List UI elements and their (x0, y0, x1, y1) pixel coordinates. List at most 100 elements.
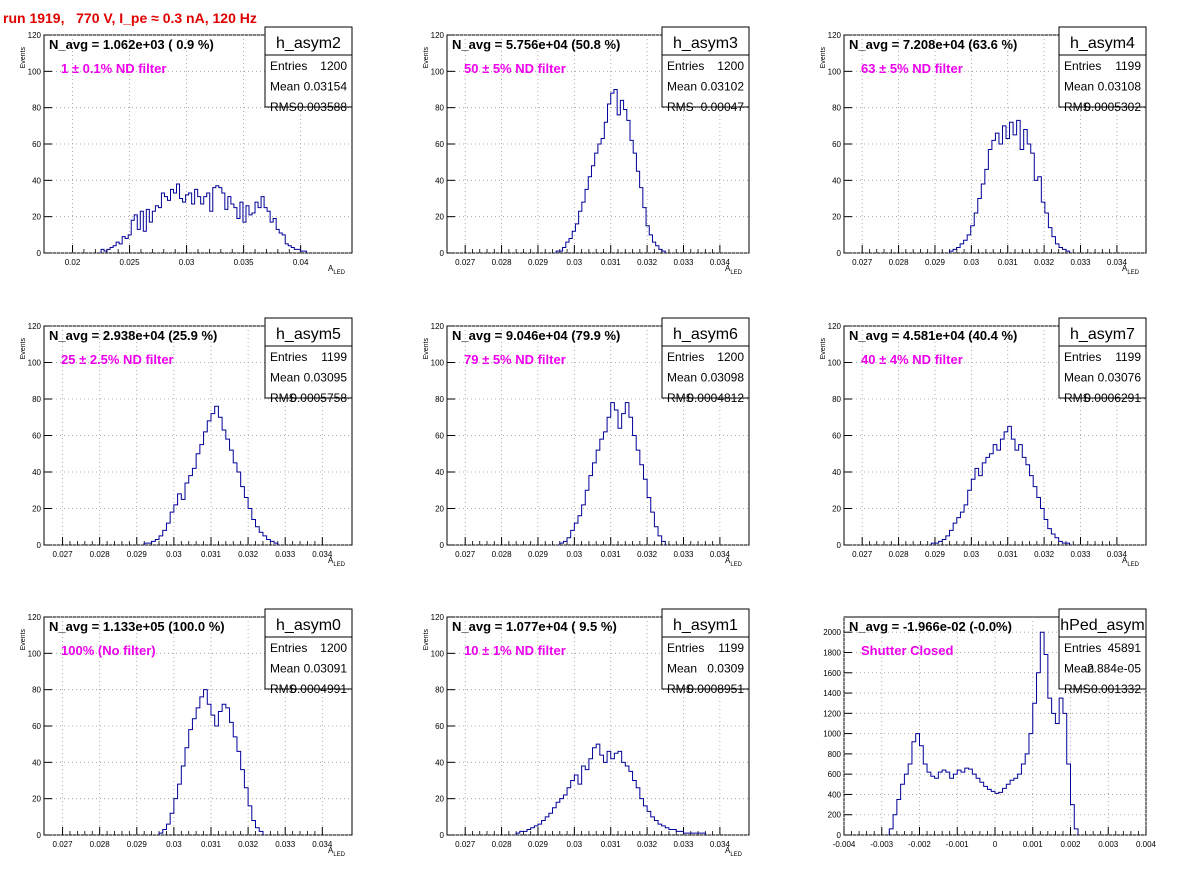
x-tick-label: 0.031 (201, 550, 222, 559)
y-tick-label: 100 (28, 649, 42, 658)
x-tick-label: 0.034 (710, 840, 731, 849)
stats-title-box (264, 608, 353, 638)
x-tick-label: 0.027 (455, 840, 476, 849)
histogram-panel-h_asym2: 0.02 0.025 0.03 0.035 0.04 0 20 40 60 80 100 120Eve… (20, 26, 353, 276)
stats-title-box (1058, 26, 1147, 56)
x-tick-label: 0.03 (964, 550, 980, 559)
y-tick-label: 40 (435, 176, 444, 185)
navg-annotation: N_avg = 7.208e+04 (63.6 %) (849, 37, 1017, 52)
x-tick-label: 0.034 (1107, 258, 1128, 267)
stats-label: Mean (667, 662, 697, 676)
x-tick-label: 0.002 (1060, 840, 1081, 849)
histogram-name: h_asym2 (276, 35, 341, 52)
histogram-panel-h_asym7: 0.027 0.028 0.029 0.03 0.031 0.032 0.033 0.034 0… (820, 317, 1147, 568)
histogram-name: h_asym1 (673, 617, 738, 634)
stats-value: 1200 (717, 350, 744, 364)
filter-annotation: 40 ± 4% ND filter (861, 352, 963, 367)
stats-box (661, 636, 750, 690)
histogram-panel-h_asym4: 0.027 0.028 0.029 0.03 0.031 0.032 0.033 0.034 0… (820, 26, 1147, 276)
stats-value: 0.03102 (701, 80, 745, 94)
y-tick-label: 20 (832, 505, 841, 514)
x-tick-label: 0.031 (601, 840, 622, 849)
stats-label: RMS (1064, 682, 1091, 696)
x-axis-label: ALED (725, 846, 743, 858)
stats-value: 0.03098 (701, 371, 745, 385)
x-tick-label: 0.001 (1023, 840, 1044, 849)
stats-title-box (264, 26, 353, 56)
x-tick-label: 0.029 (528, 258, 549, 267)
x-tick-label: 0.029 (127, 550, 148, 559)
histogram-panel-hPed_asym: -0.004 -0.003 -0.002 -0.001 0 0.001 0.002 0.003… (823, 608, 1157, 849)
y-tick-label: 120 (431, 31, 445, 40)
x-tick-label: 0.04 (293, 258, 309, 267)
stats-value: 1200 (320, 59, 347, 73)
y-tick-label: 20 (32, 505, 41, 514)
y-tick-label: 100 (28, 67, 42, 76)
stats-value: 0.0004812 (687, 391, 744, 405)
histogram-name: h_asym4 (1070, 35, 1135, 52)
x-tick-label: 0.029 (528, 550, 549, 559)
stats-label: Mean (1064, 371, 1094, 385)
y-tick-label: 0 (837, 541, 842, 550)
histogram-series (555, 89, 666, 253)
x-tick-label: 0.028 (889, 258, 910, 267)
filter-annotation: 10 ± 1% ND filter (464, 643, 566, 658)
x-tick-label: 0.03 (166, 550, 182, 559)
y-axis-label: Events (423, 47, 430, 69)
x-tick-label: 0.033 (673, 550, 694, 559)
histogram-series (158, 689, 264, 835)
y-tick-label: 60 (435, 432, 444, 441)
histogram-series (100, 183, 307, 253)
y-tick-label: 60 (435, 722, 444, 731)
stats-value: -2.884e-05 (1083, 662, 1141, 676)
x-tick-label: -0.004 (833, 840, 856, 849)
x-tick-label: -0.002 (908, 840, 931, 849)
stats-label: Mean (1064, 662, 1094, 676)
histogram-panel-h_asym5: 0.027 0.028 0.029 0.03 0.031 0.032 0.033 0.034 0… (20, 317, 353, 568)
stats-value: 1200 (717, 59, 744, 73)
stats-label: Mean (667, 80, 697, 94)
histogram-name: h_asym5 (276, 326, 341, 343)
x-tick-label: -0.001 (946, 840, 969, 849)
x-tick-label: 0.03 (166, 840, 182, 849)
x-tick-label: 0.028 (492, 840, 513, 849)
stats-label: RMS (270, 391, 297, 405)
x-tick-label: 0.028 (90, 840, 111, 849)
x-tick-label: 0.032 (1034, 258, 1055, 267)
stats-box (264, 54, 353, 108)
stats-label: RMS (1064, 391, 1091, 405)
y-tick-label: 0 (837, 249, 842, 258)
x-tick-label: 0.033 (673, 258, 694, 267)
x-tick-label: 0.033 (275, 550, 296, 559)
x-tick-label: 0.034 (1107, 550, 1128, 559)
x-tick-label: 0.035 (234, 258, 255, 267)
histogram-name: hPed_asym (1060, 617, 1145, 634)
y-tick-label: 80 (435, 395, 444, 404)
x-tick-label: 0.028 (889, 550, 910, 559)
stats-value: 0.001332 (1091, 682, 1141, 696)
y-tick-label: 20 (435, 505, 444, 514)
x-tick-label: 0.032 (238, 840, 259, 849)
stats-value: 1199 (718, 641, 744, 655)
y-tick-label: 60 (435, 140, 444, 149)
y-tick-label: 100 (28, 359, 42, 368)
stats-title-box (661, 26, 750, 56)
stats-label: Mean (667, 371, 697, 385)
y-tick-label: 60 (32, 432, 41, 441)
y-tick-label: 60 (32, 140, 41, 149)
stats-value: 0.0005302 (1084, 100, 1141, 114)
filter-annotation: Shutter Closed (861, 643, 954, 658)
histogram-name: h_asym3 (673, 35, 738, 52)
y-tick-label: 200 (828, 811, 842, 820)
stats-value: 45891 (1108, 641, 1142, 655)
x-axis-label: ALED (328, 846, 346, 858)
stats-value: 1199 (1115, 350, 1141, 364)
stats-label: Entries (667, 350, 704, 364)
x-tick-label: 0.028 (492, 550, 513, 559)
histogram-series (888, 631, 1079, 835)
navg-annotation: N_avg = 9.046e+04 (79.9 %) (452, 328, 620, 343)
navg-annotation: N_avg = 4.581e+04 (40.4 %) (849, 328, 1017, 343)
y-axis-label: Events (820, 338, 827, 360)
stats-box (264, 345, 353, 399)
y-tick-label: 120 (28, 613, 42, 622)
